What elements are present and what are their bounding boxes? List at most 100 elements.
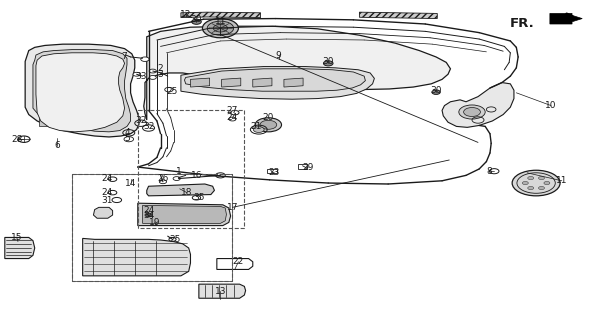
Text: 19: 19: [149, 218, 161, 227]
Polygon shape: [5, 237, 35, 259]
Text: 31: 31: [101, 196, 113, 205]
Circle shape: [522, 181, 528, 185]
Text: 29: 29: [303, 163, 314, 172]
Text: 18: 18: [181, 188, 193, 197]
Circle shape: [255, 118, 282, 132]
Text: 11: 11: [556, 176, 568, 185]
Circle shape: [512, 170, 560, 196]
Text: 25: 25: [167, 87, 178, 96]
Text: 32: 32: [143, 122, 154, 131]
Text: 32: 32: [135, 116, 146, 125]
Text: 30: 30: [190, 15, 202, 24]
Text: 33: 33: [135, 72, 147, 81]
Circle shape: [18, 136, 30, 142]
Text: 30: 30: [322, 57, 334, 66]
Polygon shape: [93, 207, 113, 218]
Text: 5: 5: [124, 134, 130, 143]
Polygon shape: [25, 44, 139, 137]
Circle shape: [323, 61, 333, 66]
Circle shape: [192, 19, 201, 24]
Circle shape: [159, 180, 167, 184]
Circle shape: [253, 127, 264, 132]
Text: 3: 3: [158, 70, 164, 79]
Text: 1: 1: [176, 167, 181, 176]
Circle shape: [192, 196, 201, 200]
Polygon shape: [190, 78, 210, 87]
Text: 17: 17: [226, 203, 238, 212]
Polygon shape: [144, 26, 450, 120]
Text: 24: 24: [143, 206, 154, 215]
Circle shape: [173, 177, 180, 180]
Polygon shape: [143, 205, 226, 223]
Circle shape: [216, 173, 225, 178]
Polygon shape: [78, 87, 93, 126]
Circle shape: [108, 190, 117, 195]
Polygon shape: [181, 67, 374, 99]
Text: 11: 11: [214, 17, 226, 26]
Circle shape: [207, 21, 234, 35]
Polygon shape: [36, 53, 125, 132]
Text: 26: 26: [158, 174, 168, 183]
Circle shape: [464, 108, 480, 116]
Text: 21: 21: [251, 122, 262, 131]
Text: 2: 2: [158, 64, 164, 73]
Text: 22: 22: [233, 257, 244, 266]
Polygon shape: [550, 13, 582, 24]
Circle shape: [145, 213, 152, 217]
Polygon shape: [39, 87, 54, 126]
Text: 15: 15: [11, 233, 23, 242]
Text: 13: 13: [214, 287, 226, 296]
Text: 27: 27: [227, 106, 238, 115]
Circle shape: [432, 90, 440, 94]
Text: 24: 24: [227, 113, 238, 122]
Text: 6: 6: [54, 141, 60, 150]
Circle shape: [539, 187, 544, 190]
Circle shape: [149, 76, 156, 79]
Circle shape: [202, 19, 238, 38]
Text: 30: 30: [430, 86, 442, 95]
Text: FR.: FR.: [510, 17, 535, 29]
Polygon shape: [222, 78, 241, 87]
Circle shape: [229, 117, 236, 121]
Circle shape: [528, 187, 534, 190]
Text: 34: 34: [143, 211, 154, 220]
Text: 35: 35: [193, 193, 205, 202]
Circle shape: [213, 24, 228, 32]
Polygon shape: [253, 78, 272, 87]
Circle shape: [528, 176, 534, 180]
Polygon shape: [199, 284, 246, 298]
Text: 14: 14: [125, 179, 136, 188]
Polygon shape: [284, 78, 303, 87]
Polygon shape: [147, 184, 214, 196]
Text: 8: 8: [486, 167, 492, 176]
Circle shape: [459, 105, 485, 119]
Text: 28: 28: [11, 135, 22, 144]
Circle shape: [539, 176, 544, 180]
Polygon shape: [33, 50, 131, 132]
Circle shape: [169, 237, 176, 241]
Text: 4: 4: [124, 128, 130, 137]
Polygon shape: [184, 69, 365, 91]
Circle shape: [165, 87, 173, 92]
Text: 25: 25: [170, 235, 180, 244]
Polygon shape: [181, 12, 261, 18]
Text: 20: 20: [263, 113, 274, 122]
Polygon shape: [83, 238, 190, 276]
Text: 24: 24: [101, 188, 112, 197]
Circle shape: [231, 110, 239, 115]
Text: 23: 23: [269, 168, 280, 177]
Text: 12: 12: [180, 10, 191, 19]
Circle shape: [544, 181, 550, 185]
Circle shape: [149, 69, 156, 73]
Text: 7: 7: [122, 52, 128, 61]
Polygon shape: [138, 203, 231, 226]
Circle shape: [133, 72, 140, 76]
Text: 24: 24: [101, 174, 112, 183]
Text: 16: 16: [190, 171, 202, 180]
Polygon shape: [59, 87, 74, 126]
Text: 9: 9: [276, 51, 282, 60]
Circle shape: [108, 177, 117, 181]
Polygon shape: [442, 83, 514, 127]
Circle shape: [260, 120, 277, 129]
Text: 10: 10: [545, 101, 557, 110]
